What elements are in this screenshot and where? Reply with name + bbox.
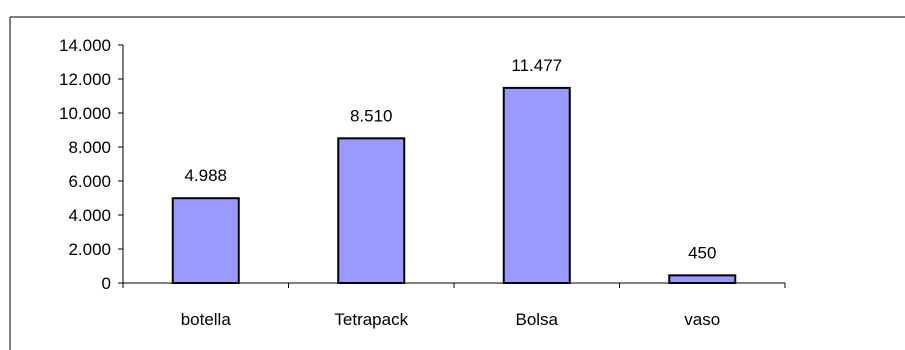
bar-vaso (668, 274, 737, 285)
y-tick-label: 10.000 (59, 104, 111, 123)
y-tick-label: 2.000 (68, 240, 111, 259)
x-category-label: vaso (684, 310, 720, 329)
data-labels: 4.988 8.510 11.477 450 (184, 56, 716, 262)
y-tick-label: 8.000 (68, 138, 111, 157)
data-label: 8.510 (350, 106, 393, 125)
y-tick-label: 4.000 (68, 206, 111, 225)
y-tick-label: 6.000 (68, 172, 111, 191)
bar-botella (171, 197, 240, 284)
x-category-label: Bolsa (515, 310, 558, 329)
data-label: 11.477 (511, 56, 562, 75)
data-label: 450 (688, 243, 716, 262)
y-tick-label: 14.000 (59, 36, 111, 55)
bar-tetrapack (337, 137, 406, 284)
bar-bolsa (502, 86, 571, 284)
x-axis: botella Tetrapack Bolsa vaso (122, 282, 786, 329)
x-category-label: botella (181, 310, 232, 329)
y-axis: 0 2.000 4.000 6.000 8.000 10.000 12.000 14.000 (59, 36, 124, 293)
y-tick-label: 0 (102, 274, 111, 293)
y-tick-label: 12.000 (59, 70, 111, 89)
x-category-label: Tetrapack (334, 310, 408, 329)
data-label: 4.988 (184, 166, 227, 185)
bars (171, 86, 737, 285)
